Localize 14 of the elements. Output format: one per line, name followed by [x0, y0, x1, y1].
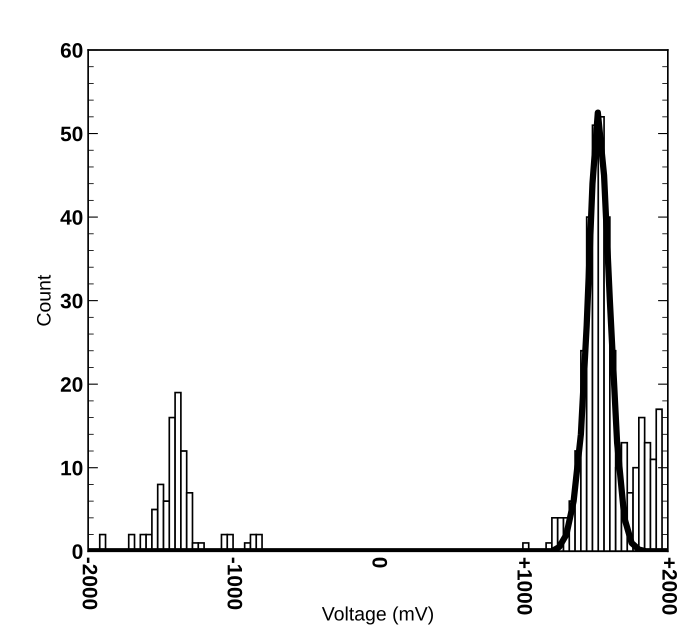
x-tick-label: -1000: [227, 558, 242, 610]
y-tick-label: 30: [60, 294, 82, 308]
x-axis-title: Voltage (mV): [322, 606, 433, 625]
y-tick-label: 10: [61, 460, 82, 476]
y-axis-title: Count: [36, 274, 51, 326]
y-tick-label: 60: [60, 43, 82, 58]
x-tick-label: +2000: [662, 558, 677, 614]
y-tick-label: 0: [72, 544, 82, 560]
y-tick-label: 40: [60, 210, 82, 225]
x-tick-label: 0: [372, 558, 388, 568]
x-tick-label: +1000: [517, 558, 532, 614]
y-tick-label: 20: [60, 377, 82, 392]
x-tick-label: -2000: [82, 558, 98, 610]
y-tick-label: 50: [60, 126, 82, 142]
